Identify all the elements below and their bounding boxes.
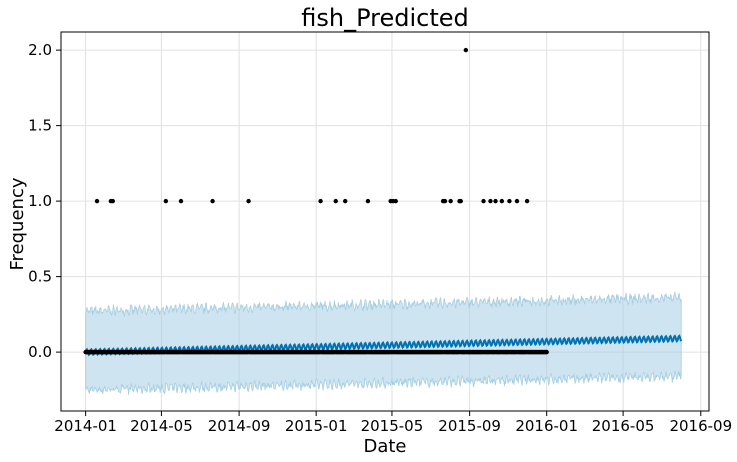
observed-point bbox=[507, 198, 512, 204]
observed-point bbox=[514, 198, 520, 204]
observed-point bbox=[393, 198, 398, 204]
observed-points bbox=[83, 47, 549, 355]
observed-point bbox=[481, 198, 486, 204]
plot-frame bbox=[60, 31, 710, 412]
y-axis: 0.0 0.5 1.0 1.5 2.0 bbox=[28, 41, 61, 361]
chart-title: fish_Predicted bbox=[301, 4, 469, 32]
observed-point bbox=[365, 198, 371, 204]
observed-point bbox=[493, 198, 498, 204]
x-tick-label: 2016-05 bbox=[592, 417, 655, 435]
observed-point bbox=[333, 198, 338, 204]
x-tick-label: 2015-01 bbox=[285, 417, 348, 435]
y-axis-title: Frequency bbox=[7, 177, 28, 270]
observed-point bbox=[458, 198, 463, 204]
x-tick-label: 2015-05 bbox=[361, 417, 424, 435]
y-tick-label: 1.0 bbox=[28, 192, 52, 210]
observed-point bbox=[448, 198, 453, 204]
x-tick-label: 2016-09 bbox=[669, 417, 732, 435]
y-tick-label: 1.5 bbox=[28, 117, 52, 135]
x-tick-label: 2015-09 bbox=[438, 417, 501, 435]
x-axis-title: Date bbox=[363, 436, 406, 457]
observed-point bbox=[463, 47, 469, 53]
forecast-line-path bbox=[84, 334, 683, 357]
observed-point bbox=[318, 198, 323, 204]
observed-point bbox=[94, 198, 100, 204]
y-tick-label: 2.0 bbox=[28, 41, 52, 59]
y-tick-label: 0.0 bbox=[28, 343, 52, 361]
observed-point bbox=[499, 198, 505, 204]
observed-point bbox=[544, 349, 549, 355]
x-axis: 2014-01 2014-05 2014-09 2015-01 2015-05 2015-… bbox=[54, 411, 732, 435]
observed-point bbox=[210, 198, 215, 204]
x-tick-label: 2014-09 bbox=[208, 417, 271, 435]
observed-point bbox=[442, 198, 448, 204]
observed-point bbox=[343, 198, 348, 204]
x-tick-label: 2016-01 bbox=[515, 417, 578, 435]
observed-point bbox=[246, 198, 251, 204]
observed-point bbox=[488, 198, 493, 204]
y-tick-label: 0.5 bbox=[28, 268, 52, 286]
x-tick-label: 2014-05 bbox=[130, 417, 193, 435]
observed-point bbox=[110, 198, 115, 204]
observed-point bbox=[163, 198, 169, 204]
observed-point bbox=[524, 198, 530, 204]
forecast-line bbox=[84, 334, 683, 357]
x-tick-label: 2014-01 bbox=[54, 417, 117, 435]
observed-point bbox=[178, 198, 184, 204]
